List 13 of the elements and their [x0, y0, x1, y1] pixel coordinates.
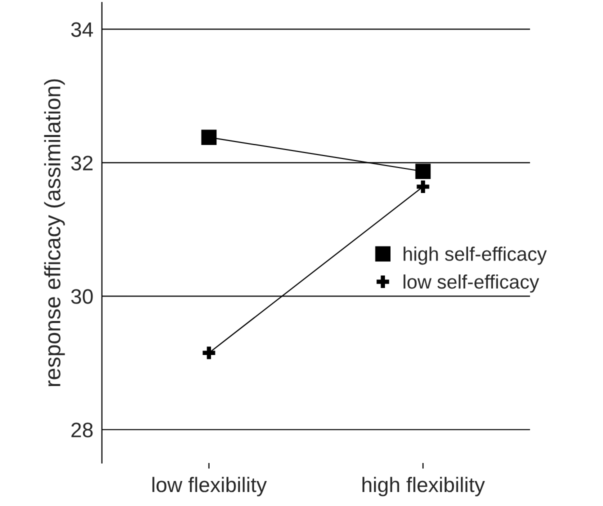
y-tick-label: 30	[71, 289, 93, 304]
legend-label: low self-efficacy	[404, 274, 540, 293]
x-tick-label: low flexibility	[152, 476, 267, 496]
x-tick-label: high flexibility	[362, 476, 485, 496]
point	[415, 164, 431, 180]
legend-label: high self-efficacy	[404, 246, 547, 265]
point	[201, 130, 217, 145]
y-tick-label: 34	[71, 22, 93, 37]
y-axis-title: response efficacy (assimilation)	[44, 79, 65, 386]
point	[202, 346, 216, 360]
y-tick-label: 32	[71, 156, 93, 170]
point	[416, 180, 430, 193]
y-tick-label: 28	[71, 422, 93, 438]
